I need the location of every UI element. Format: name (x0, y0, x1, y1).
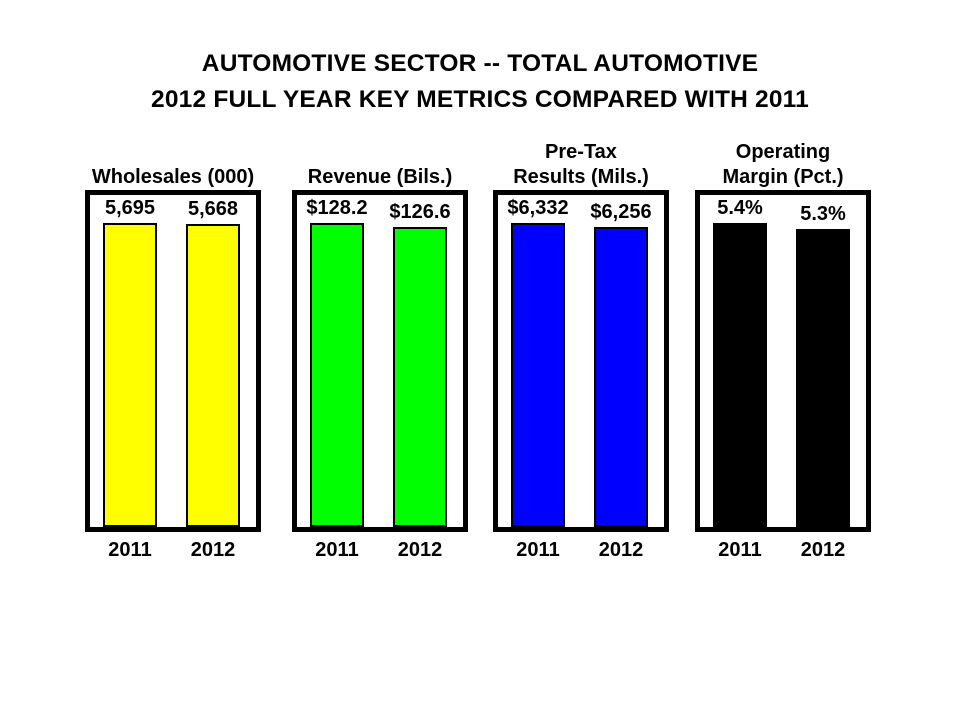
panel-operating-margin: Operating Margin (Pct.) 5.4% 5.3% 2011 2… (695, 138, 871, 565)
panel-title-line: Wholesales (000) (91, 166, 255, 188)
panel-title-line: Pre-Tax (545, 141, 617, 163)
year-label-2012: 2012 (800, 539, 846, 561)
bar-value-label: $126.6 (389, 201, 451, 223)
year-label-2011: 2011 (108, 539, 152, 561)
chart-plot-area: $128.2 $126.6 (292, 190, 468, 532)
year-label-2012: 2012 (397, 539, 443, 561)
year-label-2011: 2011 (315, 539, 359, 561)
panel-title-line: Revenue (Bils.) (307, 166, 453, 188)
panel-title-line: Results (Mils.) (513, 166, 649, 188)
panel-wholesales: Wholesales (000) 5,695 5,668 2011 2012 (85, 138, 261, 565)
panel-title-line: Margin (Pct.) (722, 166, 844, 188)
panel-title-line: Operating (735, 141, 831, 163)
slide-title-line-2: 2012 FULL YEAR KEY METRICS COMPARED WITH… (151, 86, 809, 113)
bar-2012 (393, 227, 447, 527)
bar-2012 (594, 227, 648, 527)
chart-plot-area: 5.4% 5.3% (695, 190, 871, 532)
bar-2011 (103, 223, 157, 527)
bar-2011 (511, 223, 565, 527)
bar-value-label: $6,256 (590, 201, 652, 223)
category-axis: 2011 2012 (695, 539, 871, 565)
bar-value-label: 5,695 (104, 197, 156, 219)
panel-title: Revenue (Bils.) (292, 138, 468, 190)
bar-2011 (713, 223, 767, 527)
chart-plot-area: 5,695 5,668 (85, 190, 261, 532)
bar-value-label: $6,332 (507, 197, 569, 219)
category-axis: 2011 2012 (493, 539, 669, 565)
year-label-2012: 2012 (190, 539, 236, 561)
panel-revenue: Revenue (Bils.) $128.2 $126.6 2011 2012 (292, 138, 468, 565)
panel-title: Operating Margin (Pct.) (695, 138, 871, 190)
panel-pretax-results: Pre-Tax Results (Mils.) $6,332 $6,256 20… (493, 138, 669, 565)
bar-2012 (796, 229, 850, 527)
year-label-2012: 2012 (598, 539, 644, 561)
panel-title: Pre-Tax Results (Mils.) (493, 138, 669, 190)
slide-title-line-1: AUTOMOTIVE SECTOR -- TOTAL AUTOMOTIVE (201, 50, 759, 77)
bar-value-label: 5,668 (187, 198, 239, 220)
year-label-2011: 2011 (718, 539, 762, 561)
bar-value-label: 5.4% (717, 197, 763, 219)
slide-title: AUTOMOTIVE SECTOR -- TOTAL AUTOMOTIVE 20… (0, 46, 960, 118)
bar-2011 (310, 223, 364, 527)
category-axis: 2011 2012 (292, 539, 468, 565)
bar-2012 (186, 224, 240, 527)
category-axis: 2011 2012 (85, 539, 261, 565)
bar-value-label: 5.3% (800, 203, 846, 225)
panel-title: Wholesales (000) (85, 138, 261, 190)
bar-value-label: $128.2 (306, 197, 368, 219)
year-label-2011: 2011 (516, 539, 560, 561)
chart-plot-area: $6,332 $6,256 (493, 190, 669, 532)
